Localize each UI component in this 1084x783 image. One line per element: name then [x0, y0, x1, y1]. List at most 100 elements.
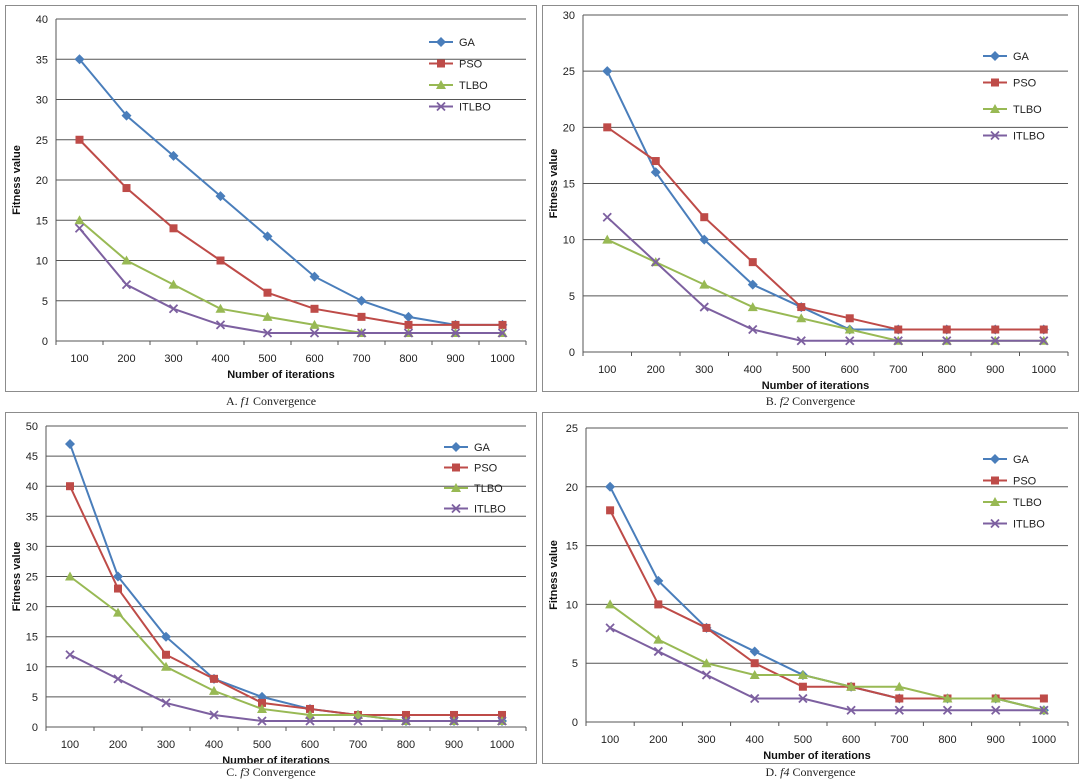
y-tick-label: 20 [26, 602, 38, 614]
data-point-itlbo [846, 705, 856, 715]
y-tick-label: 25 [566, 423, 578, 435]
x-tick-label: 300 [164, 353, 182, 365]
data-point-itlbo [353, 716, 363, 726]
data-point-pso [1039, 325, 1048, 334]
y-tick-label: 25 [36, 135, 48, 147]
x-tick-label: 300 [695, 364, 713, 376]
x-tick-label: 1000 [490, 739, 514, 751]
y-tick-label: 5 [569, 291, 575, 303]
data-point-itlbo [893, 336, 903, 346]
data-point-itlbo [602, 212, 612, 222]
data-point-tlbo [262, 311, 273, 321]
data-point-itlbo [401, 716, 411, 726]
data-point-itlbo [894, 705, 904, 715]
data-point-pso [404, 320, 413, 329]
data-point-pso [263, 288, 272, 297]
x-tick-label: 800 [938, 734, 956, 746]
x-tick-label: 900 [987, 734, 1005, 746]
legend-label-itlbo: ITLBO [474, 504, 506, 516]
x-tick-label: 800 [397, 739, 415, 751]
data-point-tlbo [797, 669, 808, 679]
x-tick-label: 800 [938, 364, 956, 376]
legend-label-ga: GA [459, 37, 476, 49]
y-tick-label: 15 [36, 215, 48, 227]
data-point-tlbo [796, 313, 807, 323]
series-line-itlbo [609, 627, 1044, 712]
legend-label-ga: GA [1013, 51, 1030, 63]
data-point-ga [262, 231, 273, 242]
series-line-ga [69, 443, 502, 722]
data-point-itlbo [990, 336, 1000, 346]
legend-marker-tlbo [436, 80, 446, 89]
x-tick-label: 400 [205, 739, 223, 751]
data-point-tlbo [602, 234, 613, 244]
series-line-tlbo [609, 603, 1045, 712]
legend-marker-ga [436, 37, 446, 47]
data-point-tlbo [113, 607, 123, 617]
legend-label-pso: PSO [459, 59, 483, 71]
data-point-itlbo [991, 705, 1001, 715]
legend-label-itlbo: ITLBO [1013, 519, 1045, 531]
x-tick-label: 200 [649, 734, 667, 746]
y-tick-label: 15 [566, 541, 578, 553]
x-tick-label: 500 [253, 739, 271, 751]
caption-d-suffix: Convergence [789, 765, 856, 779]
y-tick-label: 50 [26, 421, 38, 433]
y-tick-label: 0 [32, 722, 38, 734]
legend-label-tlbo: TLBO [1013, 497, 1042, 509]
y-axis-title: Fitness value [548, 540, 560, 610]
data-point-pso [603, 123, 612, 132]
legend-marker-ga [990, 51, 1000, 61]
data-point-pso [750, 659, 759, 668]
data-point-ga [168, 150, 179, 161]
data-point-itlbo [121, 280, 132, 290]
x-tick-label: 400 [746, 734, 764, 746]
legend-marker-tlbo [990, 104, 1000, 113]
data-point-pso [216, 256, 225, 265]
data-point-pso [451, 320, 460, 329]
caption-c-suffix: Convergence [249, 765, 316, 779]
data-point-tlbo [894, 681, 905, 691]
chart-panel-b: 0 5 10 15 20 25 30 100 200 300 400 500 600 700 800 900 1… [542, 5, 1079, 392]
legend-marker-pso [437, 59, 445, 68]
y-axis-title: Fitness value [548, 149, 560, 219]
data-point-ga [356, 295, 367, 306]
x-axis-title: Number of iterations [763, 750, 871, 762]
data-point-itlbo [309, 328, 320, 338]
data-point-pso [162, 650, 170, 659]
data-point-itlbo [942, 705, 953, 715]
x-tick-label: 700 [890, 734, 908, 746]
data-point-ga [699, 234, 710, 245]
data-point-tlbo [215, 303, 226, 313]
data-point-pso [702, 623, 711, 632]
caption-a: A. f1 Convergence [5, 394, 537, 409]
x-tick-label: 500 [794, 734, 812, 746]
y-tick-label: 40 [36, 14, 48, 26]
data-point-tlbo [990, 693, 1001, 703]
series-line-ga [606, 70, 1044, 331]
data-point-ga [605, 481, 616, 492]
series-line-pso [606, 126, 1044, 331]
caption-a-fn: f1 [240, 394, 250, 408]
y-tick-label: 0 [42, 336, 48, 348]
legend-marker-pso [991, 78, 999, 87]
x-tick-label: 400 [211, 353, 229, 365]
data-point-itlbo [701, 670, 712, 680]
x-tick-label: 700 [352, 353, 370, 365]
x-tick-label: 100 [601, 734, 619, 746]
caption-c: C. f3 Convergence [5, 765, 537, 780]
x-tick-label: 800 [399, 353, 417, 365]
y-tick-label: 15 [563, 179, 575, 191]
data-point-itlbo [257, 716, 267, 726]
x-tick-label: 900 [446, 353, 464, 365]
data-point-ga [747, 279, 758, 290]
series-line-itlbo [78, 227, 503, 334]
legend-label-tlbo: TLBO [459, 80, 488, 92]
x-tick-label: 500 [792, 364, 810, 376]
y-tick-label: 10 [563, 235, 575, 247]
x-tick-label: 200 [117, 353, 135, 365]
series-line-tlbo [78, 219, 503, 334]
data-point-itlbo [942, 336, 952, 346]
data-point-ga [650, 167, 661, 178]
y-tick-label: 40 [26, 481, 38, 493]
